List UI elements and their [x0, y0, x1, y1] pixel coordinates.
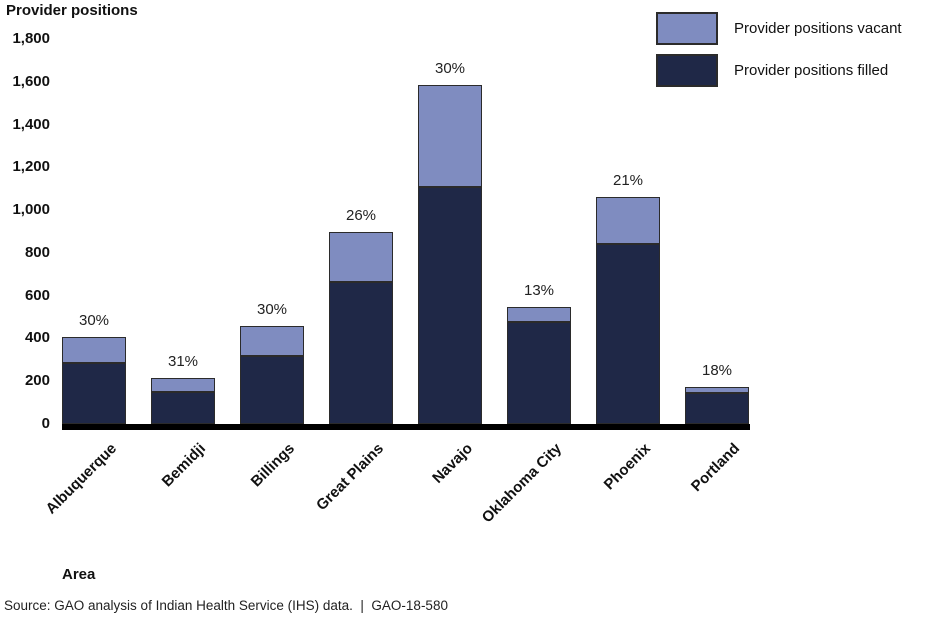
bar-segment-filled	[418, 186, 482, 424]
bar-percent-label: 21%	[612, 172, 644, 190]
bar-percent-label: 30%	[78, 312, 110, 330]
y-tick-label: 200	[24, 372, 50, 390]
y-tick-label: 400	[24, 329, 50, 347]
y-tick-label: 1,600	[12, 72, 50, 90]
y-tick-label: 800	[24, 243, 50, 261]
y-tick-label: 600	[24, 286, 50, 304]
bar-segment-filled	[240, 355, 304, 424]
bar-percent-label: 31%	[167, 353, 199, 370]
bar-segment-vacant	[151, 378, 215, 393]
bar-segment-filled	[62, 363, 126, 424]
bar-segment-vacant	[62, 337, 126, 364]
bar-segment-vacant	[596, 197, 660, 245]
legend-label-filled: Provider positions filled	[734, 62, 889, 79]
legend-item-vacant: Provider positions vacant	[656, 12, 902, 45]
y-tick-label: 1,800	[12, 30, 50, 47]
bar-percent-label: 18%	[701, 361, 733, 379]
y-tick-label: 1,000	[12, 201, 50, 219]
x-axis-title: Area	[62, 566, 96, 583]
bar-segment-vacant	[685, 386, 749, 394]
y-tick-label: 1,400	[12, 115, 50, 133]
bar-percent-label: 13%	[523, 282, 555, 300]
x-axis-line	[62, 424, 750, 430]
bar-percent-label: 26%	[345, 206, 377, 224]
source-note: Source: GAO analysis of Indian Health Se…	[4, 598, 448, 613]
bar-percent-label: 30%	[256, 300, 288, 318]
bar-segment-filled	[507, 322, 571, 424]
legend-swatch-vacant	[656, 12, 718, 45]
bar-segment-filled	[596, 244, 660, 424]
bar-percent-label: 30%	[434, 59, 466, 77]
legend-item-filled: Provider positions filled	[656, 54, 902, 87]
bar-segment-filled	[329, 281, 393, 424]
bar-segment-vacant	[240, 325, 304, 356]
bar-segment-vacant	[329, 231, 393, 282]
bar-segment-vacant	[507, 307, 571, 323]
y-tick-label: 1,200	[12, 158, 50, 176]
bar-segment-filled	[151, 392, 215, 424]
legend-swatch-filled	[656, 54, 718, 87]
y-tick-label: 0	[41, 415, 50, 432]
bar-segment-vacant	[418, 84, 482, 187]
bar-segment-filled	[685, 393, 749, 424]
legend-label-vacant: Provider positions vacant	[734, 20, 902, 37]
legend: Provider positions vacant Provider posit…	[656, 12, 902, 96]
chart-title: Provider positions	[6, 2, 138, 19]
